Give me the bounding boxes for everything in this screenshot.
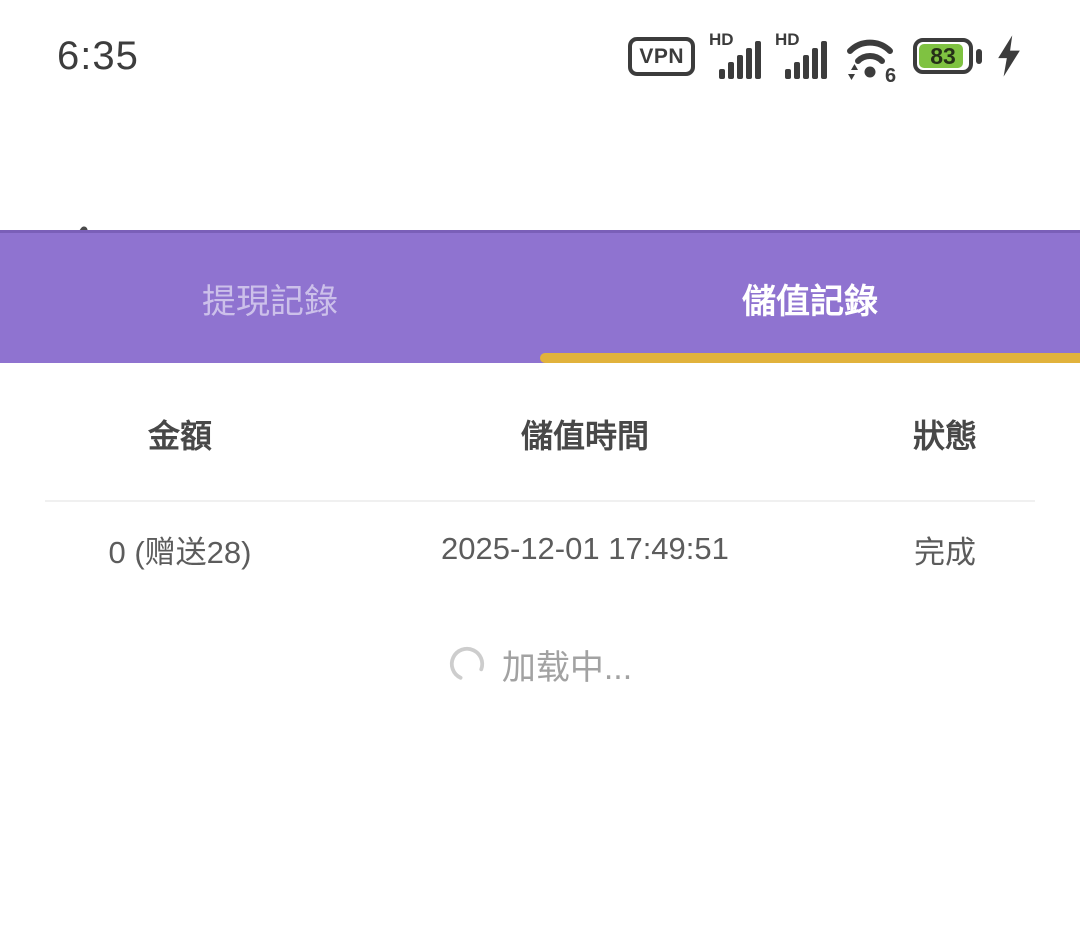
charging-bolt-icon [998,35,1020,77]
hd-label: HD [775,30,800,49]
signal-bars [785,41,827,79]
cellular-signal-icon-sim1: HD [709,31,761,81]
active-tab-indicator [540,353,1080,363]
battery-fill [919,44,963,68]
status-bar: 6:35 VPN HD HD [0,0,1080,100]
battery-nub [976,48,982,64]
column-header-amount: 金額 [147,418,212,454]
hd-label: HD [709,30,734,49]
battery-percent: 83 [930,42,956,69]
row-status: 完成 [913,534,976,570]
tab-withdraw-records[interactable]: 提現記錄 [0,233,540,363]
status-icons: VPN HD HD 6 [628,30,1022,82]
header: 充提記錄 [0,100,1080,292]
vpn-label: VPN [639,44,684,68]
column-header-deposit-time: 儲值時間 [520,418,649,454]
tab-label: 儲值記錄 [742,282,878,321]
signal-bars [719,41,761,79]
tab-bar: 提現記錄 儲值記錄 [0,230,1080,363]
row-amount: 0 (赠送28) [108,534,252,570]
wifi-icon: 6 [847,39,896,82]
spinner-icon [449,646,484,682]
loading-indicator: 加载中... [0,638,1080,690]
tab-label: 提現記錄 [202,282,338,321]
table-row: 0 (赠送28) 2025-12-01 17:49:51 完成 [0,524,1080,574]
tab-deposit-records[interactable]: 儲值記錄 [540,233,1080,363]
status-time: 6:35 [57,34,139,78]
table-divider [45,500,1035,502]
table-header: 金額 儲值時間 狀態 [0,410,1080,458]
cellular-signal-icon-sim2: HD [775,31,827,81]
wifi-standard-label: 6 [885,65,896,82]
vpn-icon: VPN [628,36,695,76]
column-header-status: 狀態 [912,418,977,454]
battery-icon: 83 [913,38,982,74]
row-deposit-time: 2025-12-01 17:49:51 [441,531,729,566]
loading-label: 加载中... [501,648,633,687]
